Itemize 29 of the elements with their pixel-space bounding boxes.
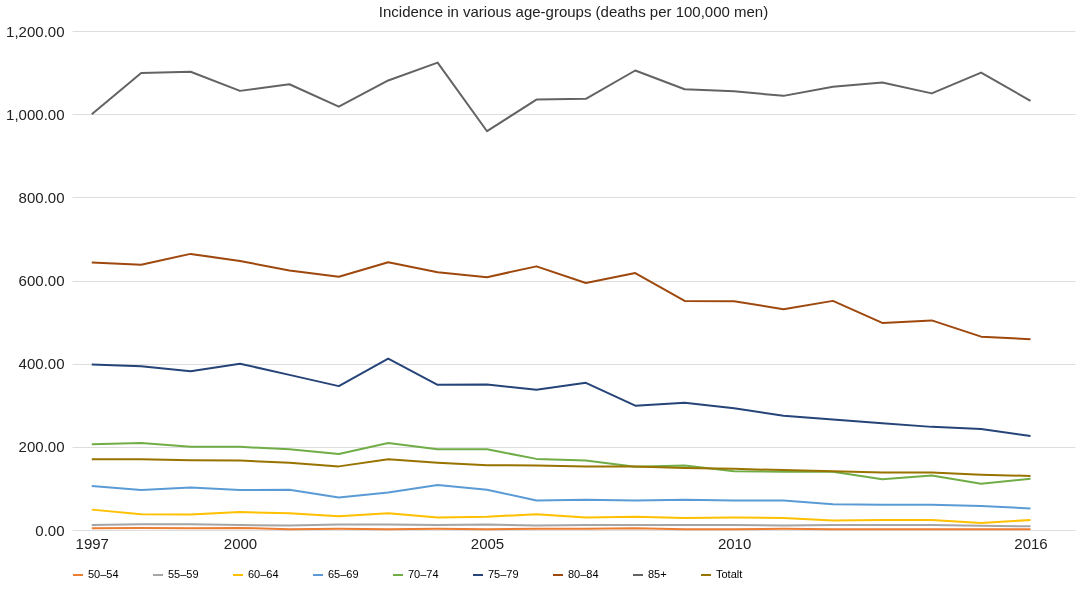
line-series bbox=[90, 442, 1032, 485]
y-tick-label: 0.00 bbox=[35, 521, 65, 539]
x-tick-label: 2016 bbox=[1014, 534, 1048, 552]
x-tick-label: 2005 bbox=[470, 534, 505, 552]
y-tick-label: 1,000.00 bbox=[6, 105, 65, 123]
line-series bbox=[90, 252, 1032, 341]
legend-label: 60–64 bbox=[248, 568, 279, 580]
legend-label: 55–59 bbox=[168, 568, 199, 580]
legend-label: 75–79 bbox=[488, 568, 519, 580]
y-tick-label: 600.00 bbox=[18, 272, 65, 289]
legend-label: 70–74 bbox=[408, 568, 439, 580]
legend-label: 85+ bbox=[648, 568, 667, 580]
line-series bbox=[90, 61, 1032, 133]
legend-label: Totalt bbox=[716, 568, 743, 580]
legend-label: 50–54 bbox=[88, 568, 119, 580]
y-tick-label: 400.00 bbox=[18, 355, 65, 373]
line-series bbox=[90, 357, 1032, 438]
y-tick-label: 200.00 bbox=[18, 438, 65, 456]
line-series bbox=[90, 458, 1032, 477]
x-tick-label: 2000 bbox=[223, 534, 258, 552]
line-series bbox=[90, 484, 1032, 510]
legend-label: 80–84 bbox=[568, 568, 599, 580]
y-tick-label: 800.00 bbox=[18, 188, 65, 206]
legend-label: 65–69 bbox=[328, 568, 359, 580]
line-series bbox=[90, 508, 1032, 524]
y-tick-label: 1,200.00 bbox=[6, 22, 65, 40]
chart-title: Incidence in various age-groups (deaths per 100,000 men) bbox=[378, 3, 769, 20]
x-tick-label: 2010 bbox=[717, 534, 752, 552]
x-tick-label: 1997 bbox=[75, 534, 109, 552]
